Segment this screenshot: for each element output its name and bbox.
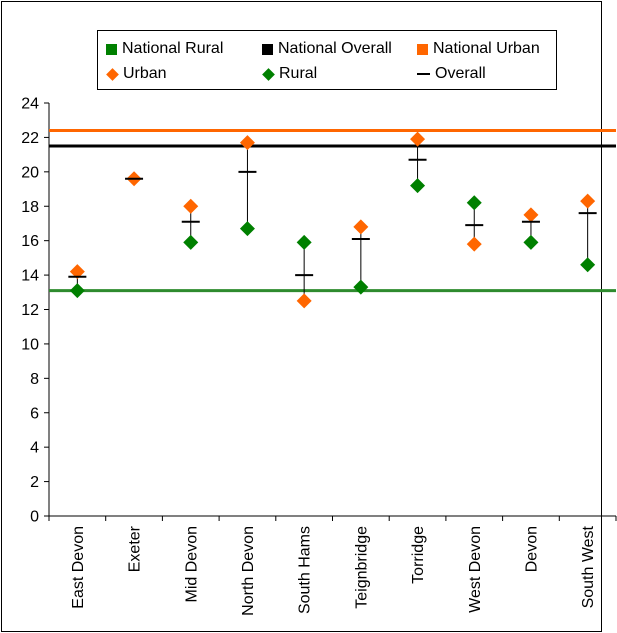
y-tick-label-18: 18 bbox=[21, 199, 39, 216]
legend: National Rural National Overall National… bbox=[97, 30, 557, 90]
y-tick-label-10: 10 bbox=[21, 336, 39, 353]
legend-item-rural: Rural bbox=[262, 65, 317, 83]
legend-label-urban: Urban bbox=[123, 65, 167, 82]
legend-item-national-overall: National Overall bbox=[262, 40, 392, 58]
y-tick-label-4: 4 bbox=[30, 440, 39, 457]
x-tick-label-devon: Devon bbox=[523, 526, 540, 572]
y-tick-label-2: 2 bbox=[30, 474, 39, 491]
y-tick-label-24: 24 bbox=[21, 96, 39, 113]
rural-marker-teignbridge bbox=[353, 279, 369, 295]
legend-item-national-urban: National Urban bbox=[417, 40, 540, 58]
rural-marker-torridge bbox=[410, 178, 426, 194]
chart-frame: National Rural National Overall National… bbox=[1, 1, 602, 632]
legend-item-overall: Overall bbox=[417, 65, 486, 83]
y-tick-label-16: 16 bbox=[21, 233, 39, 250]
rural-marker-south-hams bbox=[296, 234, 312, 250]
urban-marker-devon bbox=[523, 207, 539, 223]
rural-marker-east-devon bbox=[69, 283, 85, 299]
legend-swatch-national-overall bbox=[262, 43, 273, 55]
legend-label-overall: Overall bbox=[435, 65, 486, 82]
rural-marker-north-devon bbox=[239, 221, 255, 237]
legend-label-national-overall: National Overall bbox=[278, 40, 392, 57]
urban-marker-teignbridge bbox=[353, 219, 369, 235]
y-tick-label-0: 0 bbox=[30, 509, 39, 526]
urban-marker-south-hams bbox=[296, 293, 312, 309]
legend-label-national-rural: National Rural bbox=[122, 40, 224, 57]
y-tick-label-6: 6 bbox=[30, 405, 39, 422]
urban-marker-mid-devon bbox=[183, 198, 199, 214]
rural-marker-mid-devon bbox=[183, 234, 199, 250]
x-tick-label-exeter: Exeter bbox=[127, 525, 144, 572]
x-tick-label-east-devon: East Devon bbox=[70, 526, 87, 609]
urban-marker-torridge bbox=[410, 131, 426, 147]
x-tick-label-teignbridge: Teignbridge bbox=[353, 526, 370, 609]
y-tick-label-12: 12 bbox=[21, 302, 39, 319]
legend-label-national-urban: National Urban bbox=[433, 40, 540, 57]
x-tick-label-west-devon: West Devon bbox=[467, 526, 484, 613]
rural-marker-devon bbox=[523, 234, 539, 250]
rural-marker-south-west bbox=[580, 257, 596, 273]
y-tick-label-22: 22 bbox=[21, 130, 39, 147]
x-tick-label-south-hams: South Hams bbox=[297, 526, 314, 614]
y-tick-label-20: 20 bbox=[21, 164, 39, 181]
legend-label-rural: Rural bbox=[279, 65, 318, 82]
urban-marker-east-devon bbox=[69, 264, 85, 280]
legend-marker-overall bbox=[417, 73, 430, 75]
urban-marker-west-devon bbox=[466, 236, 482, 252]
x-tick-label-torridge: Torridge bbox=[410, 526, 427, 584]
legend-swatch-national-urban bbox=[417, 43, 428, 55]
rural-marker-west-devon bbox=[466, 195, 482, 211]
urban-marker-south-west bbox=[580, 193, 596, 209]
x-tick-label-mid-devon: Mid Devon bbox=[183, 526, 200, 602]
y-tick-label-14: 14 bbox=[21, 268, 39, 285]
y-tick-label-8: 8 bbox=[30, 371, 39, 388]
legend-item-urban: Urban bbox=[106, 65, 167, 83]
legend-swatch-national-rural bbox=[106, 43, 117, 55]
x-tick-label-south-west: South West bbox=[580, 525, 597, 608]
x-tick-label-north-devon: North Devon bbox=[240, 526, 257, 616]
legend-item-national-rural: National Rural bbox=[106, 40, 223, 58]
urban-marker-north-devon bbox=[239, 135, 255, 151]
